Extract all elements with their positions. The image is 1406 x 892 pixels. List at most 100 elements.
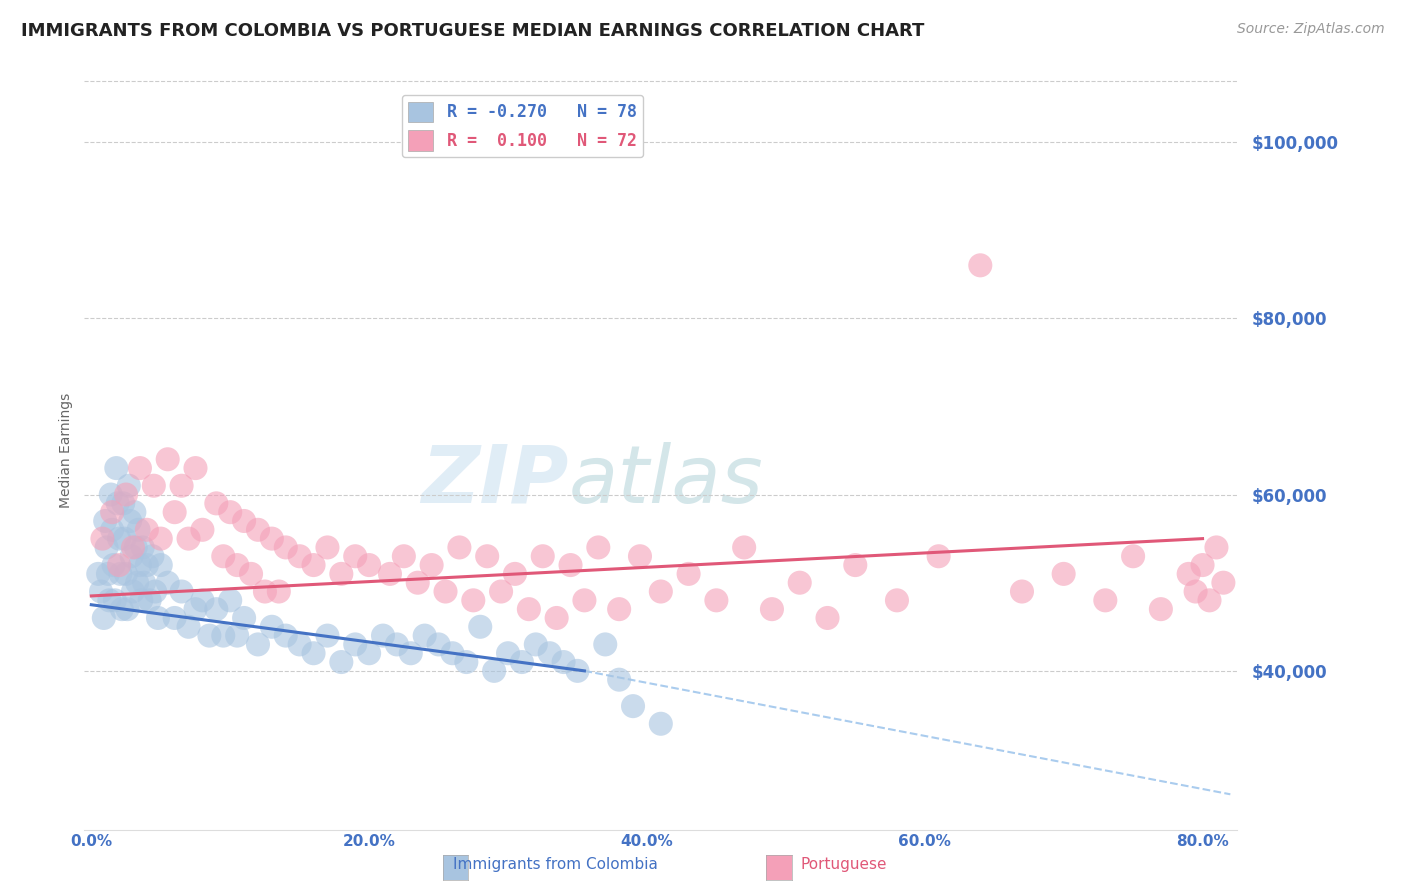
Point [177,620,200,634]
Point [246,637,269,651]
Point [108,532,131,546]
Point [1150,602,1173,616]
Point [226,558,249,572]
Point [593,637,616,651]
Point [503,566,526,581]
Point [449,541,471,555]
Point [135,523,157,537]
Point [96,541,118,555]
Point [628,549,651,564]
Point [316,541,339,555]
Text: Immigrants from Colombia: Immigrants from Colombia [453,857,658,872]
Text: IMMIGRANTS FROM COLOMBIA VS PORTUGUESE MEDIAN EARNINGS CORRELATION CHART: IMMIGRANTS FROM COLOMBIA VS PORTUGUESE M… [21,22,925,40]
Point [115,566,138,581]
Point [359,558,381,572]
Point [844,558,866,572]
Point [1184,584,1206,599]
Point [489,584,512,599]
Point [385,637,408,651]
Point [344,549,367,564]
Point [574,593,596,607]
Point [427,637,450,651]
Point [1205,541,1227,555]
Text: Source: ZipAtlas.com: Source: ZipAtlas.com [1237,22,1385,37]
Point [1191,558,1213,572]
Point [91,532,114,546]
Point [456,655,478,669]
Point [588,541,610,555]
Point [156,575,179,590]
Point [886,593,908,607]
Point [302,558,325,572]
Point [274,541,297,555]
Point [131,593,153,607]
Point [142,479,165,493]
Y-axis label: Median Earnings: Median Earnings [59,392,73,508]
Point [115,487,138,501]
Point [124,505,146,519]
Point [510,655,533,669]
Point [678,566,700,581]
Point [104,593,127,607]
Point [607,602,630,616]
Point [191,523,214,537]
Point [138,593,160,607]
Point [170,584,193,599]
Point [316,629,339,643]
Point [93,611,115,625]
Point [288,549,311,564]
Point [110,566,132,581]
Point [125,541,148,555]
Point [1177,566,1199,581]
Point [413,629,436,643]
Point [496,646,519,660]
Point [135,558,157,572]
Point [546,611,568,625]
Point [928,549,950,564]
Point [267,584,290,599]
Point [97,566,120,581]
Point [122,541,145,555]
Point [399,646,422,660]
Point [1094,593,1116,607]
Point [105,461,128,475]
Point [371,629,394,643]
Legend: R = -0.270   N = 78, R =  0.100   N = 72: R = -0.270 N = 78, R = 0.100 N = 72 [402,95,644,157]
Point [129,558,152,572]
Point [184,461,207,475]
Point [253,584,276,599]
Point [132,575,155,590]
Point [477,549,499,564]
Point [121,549,143,564]
Point [560,558,582,572]
Point [120,514,142,528]
Point [524,637,547,651]
Point [191,593,214,607]
Point [260,532,283,546]
Point [420,558,443,572]
Point [392,549,415,564]
Point [246,523,269,537]
Point [219,593,242,607]
Point [107,496,129,510]
Point [288,637,311,651]
Point [114,532,136,546]
Point [127,575,149,590]
Point [149,558,172,572]
Point [226,629,249,643]
Point [240,566,263,581]
Point [103,558,125,572]
Point [205,496,228,510]
Point [650,584,672,599]
Point [128,523,150,537]
Point [90,584,112,599]
Point [98,593,121,607]
Point [706,593,728,607]
Point [789,575,811,590]
Point [212,629,235,643]
Point [260,620,283,634]
Point [198,629,221,643]
Point [94,514,117,528]
Point [330,655,353,669]
Point [1212,575,1234,590]
